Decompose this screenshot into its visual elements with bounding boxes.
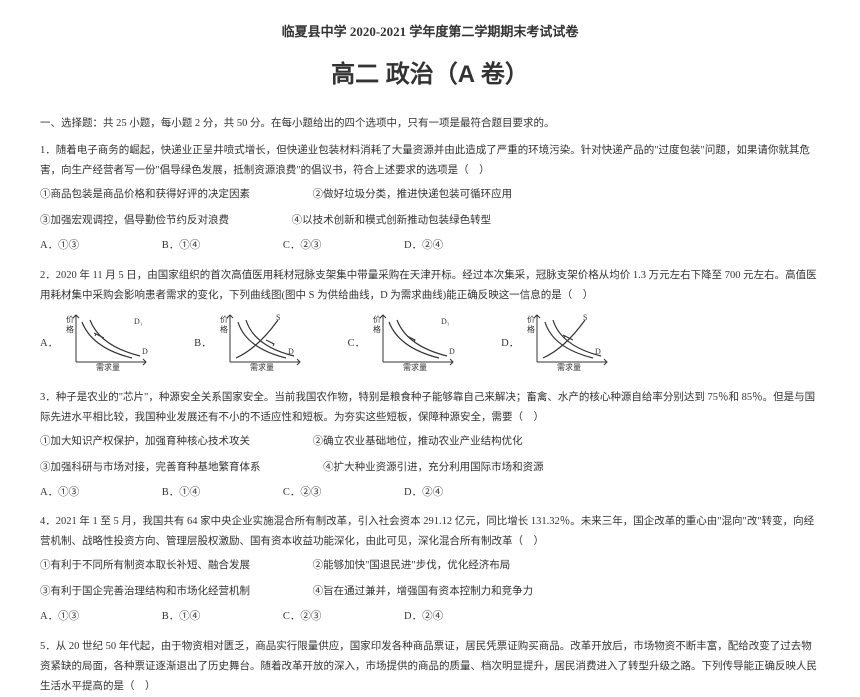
header-school-title: 临夏县中学 2020-2021 学年度第二学期期末考试试卷 — [40, 20, 820, 43]
q3-options-row1: ①加大知识产权保护，加强育种核心技术攻关 ②确立农业基础地位，推动农业产业结构优… — [40, 432, 820, 452]
q4-options-row1: ①有利于不同所有制资本取长补短、融合发展 ②能够加快"国退民进"步伐，优化经济布… — [40, 556, 820, 576]
q3-choice-c: C．②③ — [283, 484, 322, 503]
q3-opt1: ①加大知识产权保护，加强育种核心技术攻关 — [40, 432, 250, 452]
q3-opt2: ②确立农业基础地位，推动农业产业结构优化 — [313, 432, 523, 452]
svg-text:价: 价 — [373, 315, 381, 324]
q1-opt3: ③加强宏观调控，倡导勤俭节约反对浪费 — [40, 211, 229, 231]
question-5-text: 5．从 20 世纪 50 年代起，由于物资相对匮乏，商品实行限量供应，国家印发各… — [40, 637, 820, 697]
q1-choice-a: A．①③ — [40, 237, 79, 256]
q4-choice-b: B．①④ — [162, 608, 201, 627]
q1-options-row2: ③加强宏观调控，倡导勤俭节约反对浪费 ④以技术创新和模式创新推动包装绿色转型 — [40, 211, 820, 231]
chart-c-svg: 价 格 D₁ D 需求量 — [371, 310, 461, 372]
svg-text:D₁: D₁ — [441, 317, 450, 326]
q3-choice-a: A．①③ — [40, 484, 79, 503]
svg-text:需求量: 需求量 — [250, 362, 274, 372]
q4-opt3: ③有利于国企完善治理结构和市场化经营机制 — [40, 582, 250, 602]
question-1-text: 1．随着电子商务的崛起，快递业正呈井喷式增长，但快递业包装材料消耗了大量资源并由… — [40, 141, 820, 181]
question-4-text: 4．2021 年 1 至 5 月，我国共有 64 家中央企业实施混合所有制改革，… — [40, 512, 820, 552]
svg-text:S: S — [583, 313, 587, 322]
svg-text:格: 格 — [527, 324, 535, 334]
q4-options-row2: ③有利于国企完善治理结构和市场化经营机制 ④旨在通过兼并，增强国有资本控制力和竞… — [40, 582, 820, 602]
q2-chart-c: 价 格 D₁ D 需求量 — [371, 310, 461, 380]
svg-text:格: 格 — [66, 324, 74, 334]
q1-opt4: ④以技术创新和模式创新推动包装绿色转型 — [292, 211, 492, 231]
q3-choice-d: D．②④ — [404, 484, 443, 503]
q1-answers: A．①③ B．①④ C．②③ D．②④ — [40, 237, 820, 256]
q1-choice-b: B．①④ — [162, 237, 201, 256]
svg-text:价: 价 — [66, 315, 74, 324]
q4-answers: A．①③ B．①④ C．②③ D．②④ — [40, 608, 820, 627]
svg-text:需求量: 需求量 — [403, 362, 427, 372]
svg-text:D: D — [449, 347, 455, 356]
q1-opt1: ①商品包装是商品价格和获得好评的决定因素 — [40, 185, 250, 205]
q4-choice-d: D．②④ — [404, 608, 443, 627]
q1-options-row1: ①商品包装是商品价格和获得好评的决定因素 ②做好垃圾分类，推进快递包装可循环应用 — [40, 185, 820, 205]
svg-text:D: D — [288, 347, 294, 356]
q2-choice-a-label: A． — [40, 335, 58, 354]
q4-opt4: ④旨在通过兼并，增强国有资本控制力和竞争力 — [313, 582, 534, 602]
q2-chart-row: A． 价 格 D₁ D 需求量 B． — [40, 310, 820, 380]
svg-text:D₁: D₁ — [134, 317, 143, 326]
q1-opt2: ②做好垃圾分类，推进快递包装可循环应用 — [313, 185, 513, 205]
question-3-text: 3．种子是农业的"芯片"，种源安全关系国家安全。当前我国农作物，特别是粮食种子能… — [40, 388, 820, 428]
chart-a-svg: 价 格 D₁ D 需求量 — [64, 310, 154, 372]
q4-opt1: ①有利于不同所有制资本取长补短、融合发展 — [40, 556, 250, 576]
chart-b-svg: 价 格 S D 需求量 — [218, 310, 308, 372]
q3-opt3: ③加强科研与市场对接，完善育种基地繁育体系 — [40, 458, 261, 478]
main-exam-title: 高二 政治（A 卷） — [40, 53, 820, 96]
svg-text:格: 格 — [373, 324, 381, 334]
svg-text:D: D — [142, 347, 148, 356]
q2-chart-b: 价 格 S D 需求量 — [218, 310, 308, 380]
q3-answers: A．①③ B．①④ C．②③ D．②④ — [40, 484, 820, 503]
q1-choice-c: C．②③ — [283, 237, 322, 256]
svg-text:价: 价 — [220, 315, 228, 324]
svg-text:S: S — [276, 313, 280, 322]
q4-opt2: ②能够加快"国退民进"步伐，优化经济布局 — [313, 556, 511, 576]
q3-opt4: ④扩大种业资源引进，充分利用国际市场和资源 — [323, 458, 544, 478]
svg-text:格: 格 — [220, 324, 228, 334]
q4-choice-c: C．②③ — [283, 608, 322, 627]
section-instruction: 一、选择题：共 25 小题，每小题 2 分，共 50 分。在每小题给出的四个选项… — [40, 115, 820, 134]
q1-choice-d: D．②④ — [404, 237, 443, 256]
q2-choice-c-label: C． — [348, 335, 366, 354]
svg-text:价: 价 — [527, 315, 535, 324]
q2-choice-d-label: D． — [501, 335, 519, 354]
q2-chart-a: 价 格 D₁ D 需求量 — [64, 310, 154, 380]
svg-text:D: D — [595, 347, 601, 356]
q2-choice-b-label: B． — [194, 335, 212, 354]
question-2-text: 2．2020 年 11 月 5 日，由国家组织的首次高值医用耗材冠脉支架集中带量… — [40, 266, 820, 306]
q4-choice-a: A．①③ — [40, 608, 79, 627]
chart-d-svg: 价 格 S D 需求量 — [525, 310, 615, 372]
q3-choice-b: B．①④ — [162, 484, 201, 503]
svg-text:需求量: 需求量 — [557, 362, 581, 372]
q3-options-row2: ③加强科研与市场对接，完善育种基地繁育体系 ④扩大种业资源引进，充分利用国际市场… — [40, 458, 820, 478]
svg-text:需求量: 需求量 — [96, 362, 120, 372]
q2-chart-d: 价 格 S D 需求量 — [525, 310, 615, 380]
